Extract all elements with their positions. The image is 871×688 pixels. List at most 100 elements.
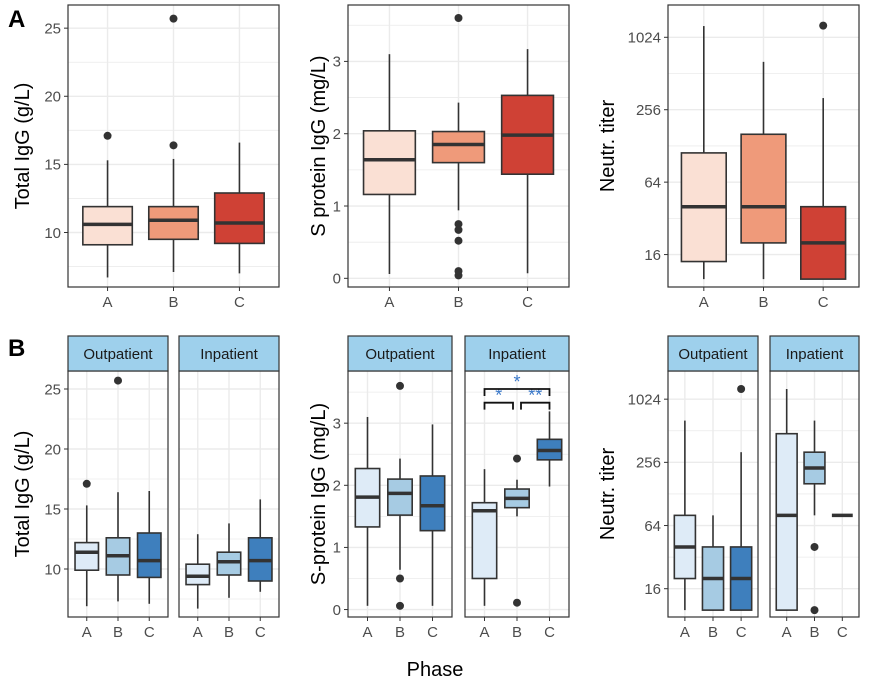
outlier-point xyxy=(454,14,463,23)
facet-outpatient: A B C Outpatient xyxy=(667,335,759,641)
x-tick-label: C xyxy=(234,294,245,311)
x-tick-label: A xyxy=(479,624,489,641)
x-tick-label: B xyxy=(758,294,768,311)
y-tick-label: 2 xyxy=(333,478,341,495)
outlier-point xyxy=(103,131,112,140)
outlier-point xyxy=(819,21,828,30)
outlier-point xyxy=(454,220,463,229)
panel-letter-b: B xyxy=(8,335,25,362)
y-tick-label: 25 xyxy=(44,20,61,37)
box-iqr xyxy=(216,551,242,576)
facet-strip xyxy=(178,335,280,372)
x-tick-label: A xyxy=(384,294,394,311)
y-tick-label: 15 xyxy=(44,157,61,174)
x-tick-label: C xyxy=(818,294,829,311)
outlier-point xyxy=(737,385,746,394)
box-b xyxy=(216,523,242,598)
box-c xyxy=(136,491,162,604)
y-tick-label: 10 xyxy=(44,225,61,242)
y-axis-title: Total IgG (g/L) xyxy=(12,431,34,558)
box-iqr xyxy=(185,563,211,586)
outlier-point xyxy=(810,606,819,615)
facet-inpatient: A B C* ***Inpatient xyxy=(464,335,570,641)
facet-strip xyxy=(464,335,570,372)
y-tick-label: 256 xyxy=(636,102,661,119)
x-tick-label: B xyxy=(395,624,405,641)
box-iqr xyxy=(775,432,798,611)
significance-label: * xyxy=(495,386,502,406)
box-iqr xyxy=(213,192,265,245)
outlier-point xyxy=(454,225,463,234)
box-iqr xyxy=(362,130,417,196)
box-iqr xyxy=(136,532,162,579)
y-tick-label: 2 xyxy=(333,126,341,143)
box-c xyxy=(800,21,847,280)
y-tick-label: 1 xyxy=(333,540,341,557)
y-axis-title: S-protein IgG (mg/L) xyxy=(308,403,330,585)
chart-A-neutr-titer: Neutr. titer 16 64 256 1024 A B C xyxy=(597,4,860,311)
outlier-point xyxy=(396,381,404,390)
box-c xyxy=(500,49,555,274)
outlier-point xyxy=(114,376,122,385)
box-c xyxy=(729,385,753,611)
facet-strip-label: Outpatient xyxy=(83,346,153,363)
facet-strip-label: Outpatient xyxy=(365,346,435,363)
x-tick-label: A xyxy=(680,624,690,641)
facet-outpatient: A B C Outpatient xyxy=(347,335,453,641)
panel-border xyxy=(667,4,860,288)
box-b xyxy=(431,14,486,280)
box-a xyxy=(775,389,798,611)
box-a xyxy=(673,420,697,611)
x-tick-label: B xyxy=(708,624,718,641)
outlier-point xyxy=(454,236,463,245)
y-tick-label: 16 xyxy=(644,581,661,598)
y-tick-label: 64 xyxy=(644,518,661,535)
box-b xyxy=(105,376,131,602)
box-a xyxy=(471,469,498,606)
y-tick-label: 25 xyxy=(44,381,61,398)
x-tick-label: A xyxy=(782,624,792,641)
box-b xyxy=(147,14,200,273)
facet-strip-label: Outpatient xyxy=(678,346,748,363)
y-tick-label: 1 xyxy=(333,198,341,215)
outlier-point xyxy=(513,454,521,463)
x-tick-label: C xyxy=(144,624,155,641)
box-a xyxy=(680,26,727,280)
x-tick-label: B xyxy=(224,624,234,641)
facet-main: A B C xyxy=(67,4,280,311)
facet-outpatient: A B C Outpatient xyxy=(67,335,169,641)
box-b xyxy=(387,381,413,610)
outlier-point xyxy=(454,267,463,276)
box-iqr xyxy=(419,475,446,532)
facet-strip xyxy=(769,335,860,372)
x-tick-label: B xyxy=(809,624,819,641)
outlier-point xyxy=(82,479,91,488)
x-tick-label: A xyxy=(103,294,113,311)
panel-border xyxy=(347,4,570,288)
box-c xyxy=(247,499,273,592)
x-tick-label: C xyxy=(837,624,848,641)
y-tick-label: 10 xyxy=(44,561,61,578)
y-tick-label: 20 xyxy=(44,89,61,106)
significance-bracket xyxy=(520,401,551,410)
panel-border xyxy=(67,4,280,288)
box-c xyxy=(213,142,265,274)
x-tick-label: B xyxy=(512,624,522,641)
significance-bracket xyxy=(483,401,514,410)
y-tick-label: 0 xyxy=(333,271,341,288)
x-tick-label: C xyxy=(522,294,533,311)
x-tick-label: C xyxy=(736,624,747,641)
x-tick-label: A xyxy=(82,624,92,641)
facet-strip-label: Inpatient xyxy=(488,346,546,363)
outlier-point xyxy=(396,574,404,583)
y-axis-title: Total IgG (g/L) xyxy=(12,83,34,210)
y-tick-label: 1024 xyxy=(628,30,661,47)
box-b xyxy=(803,420,826,615)
box-c xyxy=(536,411,563,487)
facet-strip xyxy=(667,335,759,372)
box-a xyxy=(354,416,381,606)
